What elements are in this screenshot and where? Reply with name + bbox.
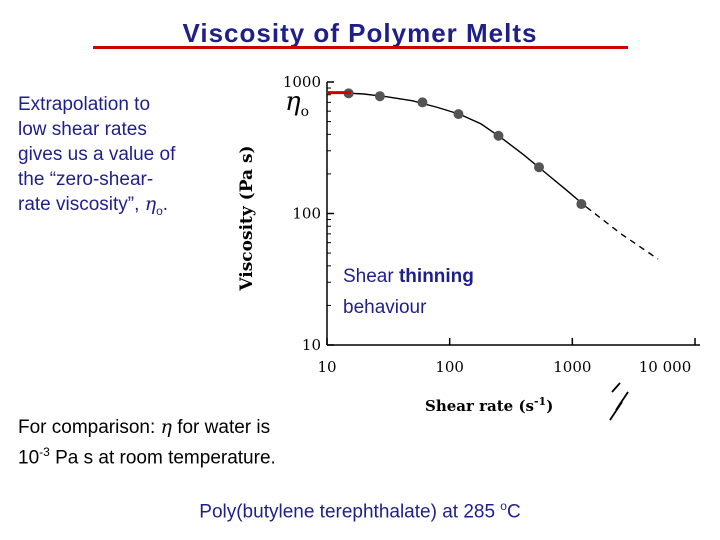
data-point (576, 199, 587, 210)
x-tick-label: 10 (317, 358, 336, 376)
data-point (493, 130, 504, 141)
shear-thinning-label: Shear thinning (343, 266, 474, 287)
eta-subscript: o (156, 203, 163, 218)
tick-labels: 10 100 1000 10 100 1000 10 000 (283, 73, 691, 376)
title-underline (93, 46, 628, 49)
page-title: Viscosity of Polymer Melts (182, 18, 538, 48)
y-tick-label: 10 (302, 336, 321, 354)
description-line: gives us a value of (18, 144, 176, 165)
behaviour-label: behaviour (343, 297, 427, 318)
data-point (453, 109, 464, 120)
axis-ticks (326, 81, 696, 346)
degree-superscript: o (500, 499, 507, 513)
description-line: rate viscosity”, (18, 194, 145, 215)
x-tick-label: 100 (435, 358, 464, 376)
description-line: the “zero-shear- (18, 169, 154, 190)
exponent: -3 (39, 445, 50, 459)
description-line: Extrapolation to (18, 94, 151, 115)
x-tick-label: 10 000 (639, 358, 692, 376)
extrapolation-dashed-line (585, 206, 659, 260)
fit-curve-line (336, 91, 587, 208)
y-tick-label: 100 (292, 205, 321, 223)
axis-break-mark (609, 382, 629, 421)
eta0-label: ηo (285, 87, 309, 120)
eta-symbol: η (160, 416, 172, 438)
x-axis-label: Shear rate (s-1) (425, 395, 553, 415)
data-point (417, 97, 428, 108)
x-tick-label: 1000 (553, 358, 591, 376)
description-period: . (162, 194, 169, 215)
data-point (374, 91, 385, 102)
description-line: low shear rates (18, 119, 147, 140)
y-axis-label: Viscosity (Pa s) (237, 145, 257, 291)
y-tick-label: 1000 (283, 73, 321, 91)
description-text: Extrapolation to low shear rates gives u… (18, 92, 258, 224)
eta-symbol: η (144, 193, 157, 215)
data-points (343, 88, 587, 210)
data-point (534, 162, 545, 173)
figure-caption: Poly(butylene terephthalate) at 285 oC (199, 499, 521, 523)
comparison-text: For comparison: η for water is 10-3 Pa s… (18, 416, 276, 469)
